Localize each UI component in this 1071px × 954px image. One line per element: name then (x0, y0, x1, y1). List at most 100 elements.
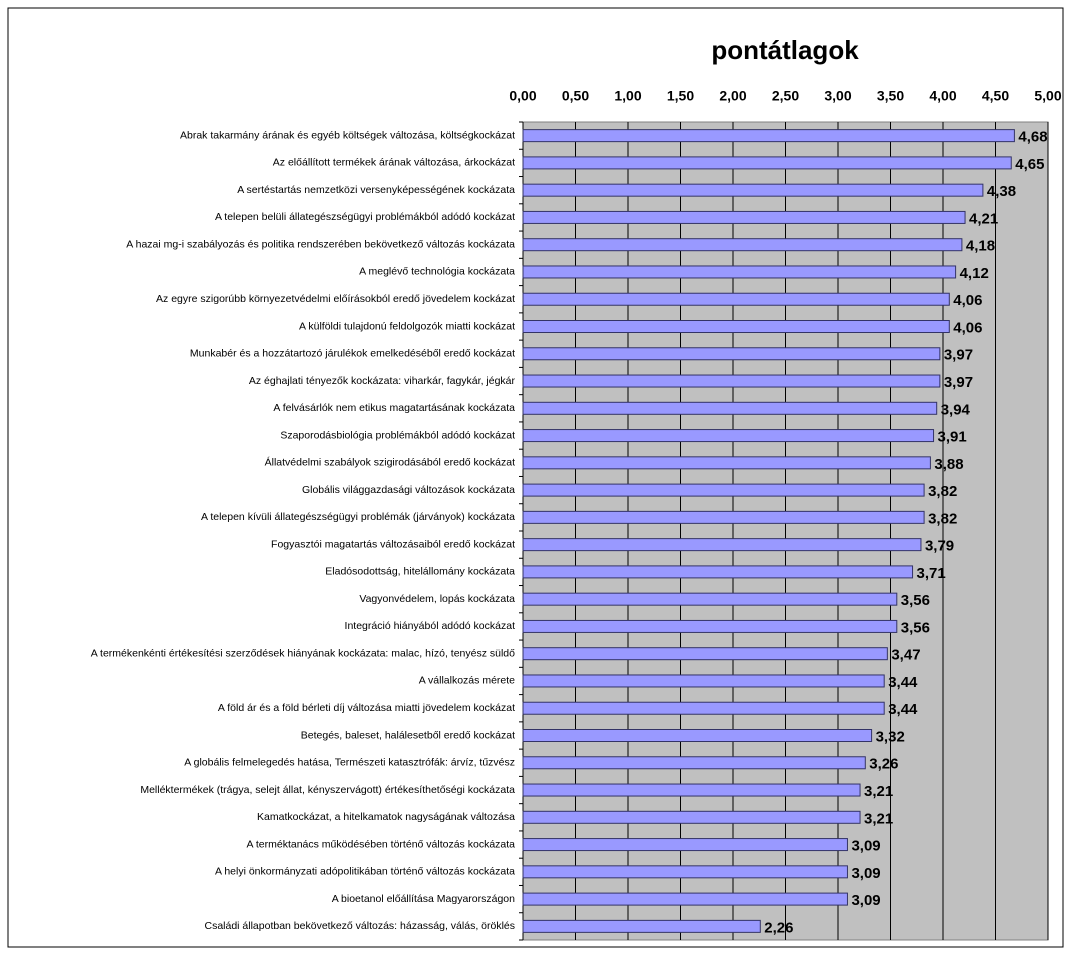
y-tick-label: Eladósodottság, hitelállomány kockázata (325, 566, 515, 578)
y-tick-label: Az előállított termékek árának változása… (273, 157, 515, 169)
bar (522, 292, 950, 306)
value-label: 3,97 (944, 374, 973, 391)
chart-title: pontátlagok (711, 35, 859, 65)
bar (522, 483, 925, 497)
bar (522, 783, 861, 797)
y-tick-label: A meglévő technológia kockázata (359, 266, 515, 278)
bar (522, 701, 885, 715)
y-tick-label: A sertéstartás nemzetközi versenyképessé… (237, 184, 515, 196)
value-label: 4,18 (966, 238, 995, 255)
y-tick-label: Vagyonvédelem, lopás kockázata (359, 593, 515, 605)
bar (522, 156, 1012, 170)
y-tick-label: Globális világgazdasági változások kocká… (302, 484, 515, 496)
value-label: 3,56 (901, 592, 930, 609)
bar (522, 129, 1015, 143)
y-tick-label: A globális felmelegedés hatása, Természe… (184, 757, 515, 769)
bar (522, 565, 914, 579)
x-tick-label: 0,50 (562, 88, 589, 104)
value-label: 3,82 (928, 510, 957, 527)
y-tick-label: A hazai mg-i szabályozás és politika ren… (126, 238, 515, 250)
x-tick-label: 4,50 (982, 88, 1009, 104)
y-tick-label: A föld ár és a föld bérleti díj változás… (218, 702, 515, 714)
value-label: 3,56 (901, 619, 930, 636)
value-label: 4,38 (987, 183, 1016, 200)
x-tick-label: 2,50 (772, 88, 799, 104)
y-tick-label: A telepen belüli állategészségügyi probl… (215, 211, 515, 223)
value-label: 3,44 (888, 674, 918, 691)
value-label: 3,26 (869, 756, 898, 773)
value-label: 3,32 (876, 728, 905, 745)
value-label: 3,71 (917, 565, 946, 582)
bar (522, 320, 950, 333)
y-tick-label: A bioetanol előállítása Magyarországon (332, 893, 515, 905)
value-label: 3,44 (888, 701, 918, 718)
bar (522, 919, 761, 933)
y-tick-label: Az éghajlati tényezők kockázata: viharká… (249, 375, 516, 387)
value-label: 2,26 (764, 919, 793, 936)
y-tick-label: Állatvédelmi szabályok szigirodásából er… (265, 456, 515, 469)
value-label: 3,88 (934, 456, 963, 473)
value-label: 3,21 (864, 783, 893, 800)
y-tick-label: Abrak takarmány árának és egyéb költsége… (180, 129, 515, 141)
bar (522, 647, 888, 661)
bar (522, 347, 941, 361)
bar (522, 538, 922, 552)
y-tick-label: A külföldi tulajdonú feldolgozók miatti … (299, 320, 515, 332)
bar (522, 429, 935, 443)
value-label: 4,06 (953, 319, 982, 336)
x-tick-label: 4,00 (929, 88, 956, 104)
x-tick-label: 1,00 (614, 88, 641, 104)
bar (522, 183, 984, 197)
bar (522, 401, 938, 415)
bar (522, 674, 885, 688)
value-label: 3,09 (851, 838, 880, 855)
value-label: 4,06 (953, 292, 982, 309)
x-tick-label: 5,00 (1034, 88, 1061, 104)
value-label: 3,21 (864, 810, 893, 827)
y-tick-label: Szaporodásbiológia problémákból adódó ko… (280, 429, 515, 441)
value-label: 4,12 (960, 265, 989, 282)
x-tick-label: 0,00 (509, 88, 536, 104)
y-tick-label: Munkabér és a hozzátartozó járulékok eme… (190, 348, 515, 360)
x-tick-label: 3,00 (824, 88, 851, 104)
bar (522, 838, 848, 852)
value-label: 3,79 (925, 538, 954, 555)
y-tick-label: A termékenkénti értékesítési szerződések… (91, 647, 515, 659)
y-tick-label: Az egyre szigorúbb környezetvédelmi előí… (156, 293, 515, 305)
x-tick-label: 1,50 (667, 88, 694, 104)
bar (522, 510, 925, 524)
bar (522, 892, 848, 906)
bar (522, 456, 931, 470)
y-tick-label: Betegés, baleset, halálesetből eredő koc… (301, 729, 515, 741)
y-tick-label: Kamatkockázat, a hitelkamatok nagyságána… (257, 811, 515, 823)
bar (522, 238, 963, 252)
y-tick-label: A helyi önkormányzati adópolitikában tör… (215, 866, 515, 878)
y-tick-label: A terméktanács működésében történő válto… (247, 838, 516, 850)
y-tick-label: Melléktermékek (trágya, selejt állat, ké… (140, 784, 515, 796)
value-label: 3,91 (938, 429, 967, 446)
y-tick-label: Fogyasztói magatartás változásaiból ered… (271, 538, 515, 550)
y-tick-label: A telepen kívüli állategészségügyi probl… (201, 511, 515, 523)
bar (522, 810, 861, 824)
y-tick-label: Integráció hiányából adódó kockázat (345, 620, 516, 632)
value-label: 3,94 (941, 401, 971, 418)
value-label: 3,09 (851, 865, 880, 882)
value-label: 3,97 (944, 347, 973, 364)
bar (522, 729, 873, 742)
bar (522, 210, 966, 224)
bar (522, 619, 898, 633)
value-label: 3,09 (851, 892, 880, 909)
value-label: 4,21 (969, 210, 998, 227)
y-tick-label: Családi állapotban bekövetkező változás:… (204, 920, 515, 932)
bar (522, 265, 957, 279)
x-tick-label: 3,50 (877, 88, 904, 104)
value-label: 3,47 (891, 647, 920, 664)
value-label: 3,82 (928, 483, 957, 500)
bar (522, 865, 848, 879)
value-label: 4,65 (1015, 156, 1044, 173)
bar (522, 374, 941, 388)
bar (522, 756, 866, 770)
value-label: 4,68 (1018, 129, 1047, 146)
y-tick-label: A felvásárlók nem etikus magatartásának … (273, 402, 515, 414)
